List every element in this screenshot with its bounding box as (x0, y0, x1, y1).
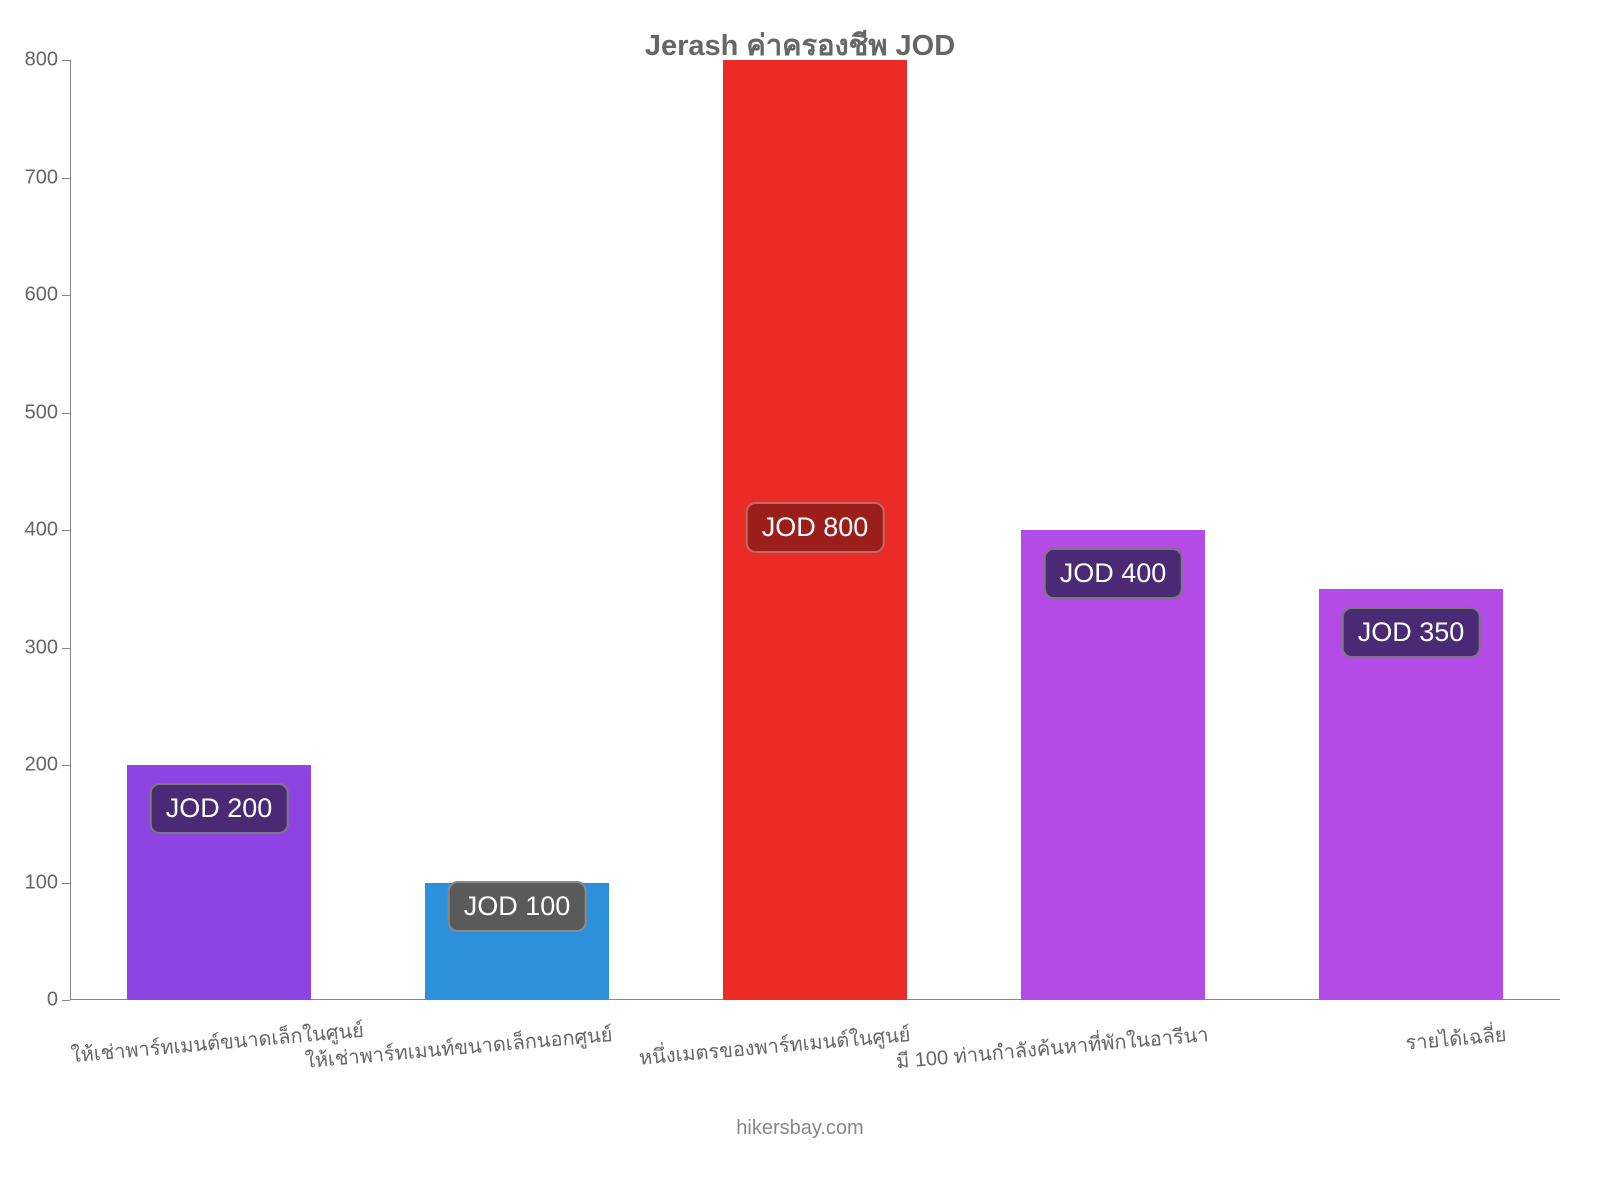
plot-area: 0100200300400500600700800JOD 200ให้เช่าพ… (70, 60, 1560, 1000)
y-tick-label: 600 (25, 284, 58, 307)
y-tick-label: 300 (25, 636, 58, 659)
bar (1021, 530, 1206, 1000)
y-tick-mark (62, 530, 70, 531)
y-tick-label: 0 (47, 989, 58, 1012)
y-tick-label: 700 (25, 166, 58, 189)
y-tick-mark (62, 1000, 70, 1001)
value-badge: JOD 350 (1342, 607, 1481, 658)
y-tick-mark (62, 295, 70, 296)
y-tick-mark (62, 648, 70, 649)
y-tick-label: 200 (25, 754, 58, 777)
y-tick-mark (62, 883, 70, 884)
y-tick-mark (62, 413, 70, 414)
value-badge: JOD 100 (448, 881, 587, 932)
y-tick-mark (62, 765, 70, 766)
y-tick-label: 400 (25, 519, 58, 542)
y-tick-label: 100 (25, 871, 58, 894)
chart-container: Jerash ค่าครองชีพ JOD 010020030040050060… (0, 0, 1600, 1200)
y-tick-mark (62, 178, 70, 179)
value-badge: JOD 800 (746, 502, 885, 553)
chart-footer: hikersbay.com (0, 1117, 1600, 1140)
y-tick-label: 500 (25, 401, 58, 424)
y-tick-label: 800 (25, 49, 58, 72)
value-badge: JOD 400 (1044, 548, 1183, 599)
y-tick-mark (62, 60, 70, 61)
y-axis-line (70, 60, 71, 1000)
value-badge: JOD 200 (150, 783, 289, 834)
